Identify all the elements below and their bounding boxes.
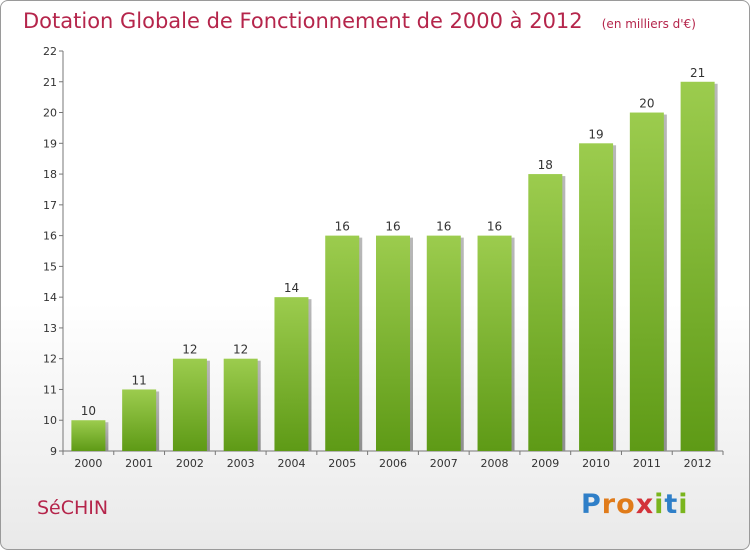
- bar: [477, 235, 512, 451]
- x-tick-label: 2010: [582, 457, 610, 470]
- x-tick-label: 2007: [430, 457, 458, 470]
- y-tick-label: 15: [43, 260, 57, 273]
- logo-letter: x: [635, 489, 655, 520]
- value-label: 16: [436, 220, 451, 234]
- value-label: 21: [690, 66, 705, 80]
- y-tick-label: 16: [43, 230, 57, 243]
- y-tick-label: 17: [43, 199, 57, 212]
- value-label: 18: [538, 158, 553, 172]
- bar: [528, 174, 563, 452]
- logo-letter: i: [654, 489, 665, 520]
- bar: [172, 358, 207, 451]
- x-tick-label: 2002: [176, 457, 204, 470]
- value-label: 12: [233, 343, 248, 357]
- value-label: 20: [639, 97, 654, 111]
- x-tick-label: 2003: [227, 457, 255, 470]
- y-tick-label: 9: [50, 445, 57, 458]
- bar: [71, 420, 106, 451]
- x-tick-label: 2005: [328, 457, 356, 470]
- value-labels: 10 11 12 12 14 16 16 16 16 18 19 20 21: [81, 66, 706, 418]
- title-text: Dotation Globale de Fonctionnement de 20…: [23, 9, 583, 33]
- x-tick-label: 2001: [125, 457, 153, 470]
- logo-letter: r: [601, 489, 617, 520]
- x-tick-label: 2012: [684, 457, 712, 470]
- y-tick-label: 18: [43, 168, 57, 181]
- bar: [579, 143, 614, 452]
- logo-letter: t: [664, 489, 679, 520]
- y-tick-label: 20: [43, 107, 57, 120]
- value-label: 10: [81, 404, 96, 418]
- value-label: 16: [385, 220, 400, 234]
- x-tick-label: 2011: [633, 457, 661, 470]
- x-tick-label: 2006: [379, 457, 407, 470]
- y-tick-label: 11: [43, 383, 57, 396]
- value-label: 11: [132, 373, 147, 387]
- bar: [629, 112, 664, 452]
- logo-letter: P: [581, 489, 602, 520]
- y-tick-label: 21: [43, 76, 57, 89]
- bar: [680, 81, 715, 452]
- y-tick-label: 19: [43, 137, 57, 150]
- y-tick-label: 10: [43, 414, 57, 427]
- value-label: 16: [335, 220, 350, 234]
- value-label: 19: [588, 127, 603, 141]
- logo-letter: o: [616, 489, 636, 520]
- title-unit: (en milliers d'€): [601, 17, 696, 31]
- proxiti-logo: Proxiti: [581, 489, 689, 520]
- bar: [426, 235, 461, 451]
- x-tick-label: 2000: [74, 457, 102, 470]
- commune-name: SéCHIN: [37, 497, 109, 519]
- bar: [274, 297, 309, 451]
- x-tick-label: 2008: [481, 457, 509, 470]
- logo-letter: i: [678, 489, 689, 520]
- value-label: 16: [487, 220, 502, 234]
- y-tick-label: 13: [43, 322, 57, 335]
- x-tick-label: 2009: [531, 457, 559, 470]
- bar: [122, 389, 157, 451]
- bars: [71, 81, 718, 452]
- value-label: 14: [284, 281, 299, 295]
- bar: [325, 235, 360, 451]
- y-tick-label: 14: [43, 291, 57, 304]
- x-tick-label: 2004: [277, 457, 305, 470]
- y-tick-label: 22: [43, 45, 57, 58]
- chart-title: Dotation Globale de Fonctionnement de 20…: [23, 9, 696, 33]
- value-label: 12: [182, 343, 197, 357]
- axes: 9 10 11 12 13 14 15 16 17 18 19 20 21 22 2000 2001 2002 2…: [43, 45, 724, 470]
- bar: [376, 235, 410, 451]
- bar: [223, 358, 258, 451]
- y-tick-label: 12: [43, 353, 57, 366]
